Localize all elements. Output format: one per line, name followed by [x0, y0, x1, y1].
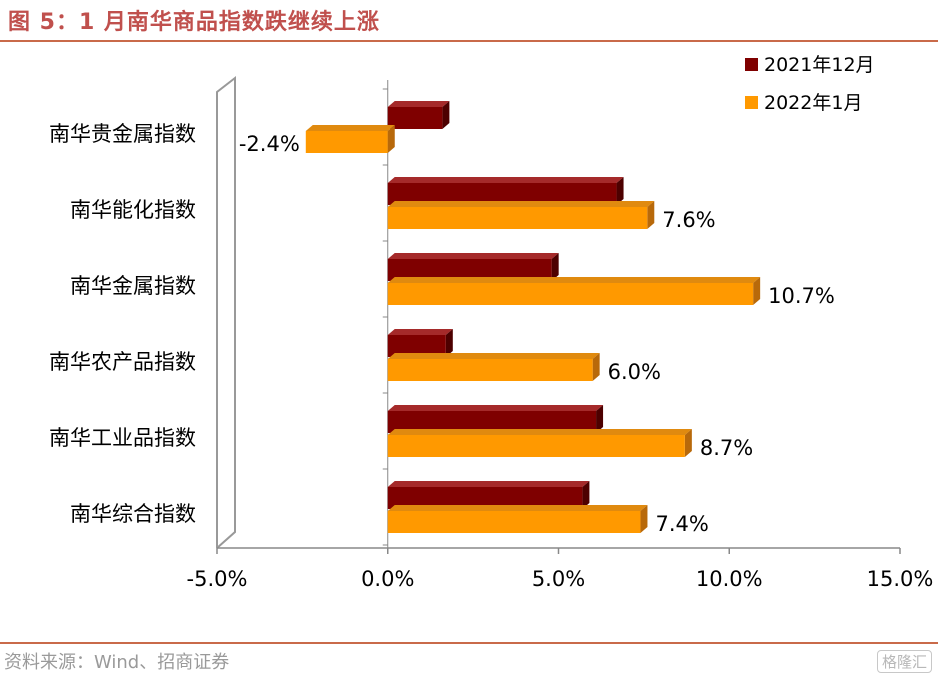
bar-2022-01: [387, 429, 692, 457]
bar-top-face: [387, 201, 655, 207]
data-label: 8.7%: [700, 436, 753, 460]
source-note: 资料来源：Wind、招商证券: [4, 652, 230, 673]
footer-divider: [0, 642, 938, 644]
left-wall: [216, 75, 236, 549]
bar-front-face: [387, 335, 446, 357]
bar-front-face: [387, 183, 617, 205]
bar-side-face: [753, 277, 761, 305]
category-label: 南华能化指数: [70, 198, 196, 222]
bar-front-face: [387, 207, 648, 229]
bar-side-face: [616, 177, 624, 205]
bar-side-face: [592, 353, 600, 381]
bar-front-face: [305, 131, 388, 153]
bar-2021-12: [387, 253, 559, 281]
legend-label: 2021年12月: [764, 54, 875, 76]
bar-side-face: [387, 125, 395, 153]
bar-front-face: [387, 511, 641, 533]
bar-2022-01: [387, 277, 761, 305]
bar-2022-01: [305, 125, 395, 153]
bar-side-face: [445, 329, 453, 357]
bar-2021-12: [387, 177, 624, 205]
bar-2022-01: [387, 353, 600, 381]
bar-side-face: [582, 481, 590, 509]
bar-front-face: [387, 435, 685, 457]
legend-label: 2022年1月: [764, 92, 862, 114]
bar-side-face: [442, 101, 450, 129]
data-labels: -2.4% 7.6% 10.7% 6.0% 8.7% 7.4%: [239, 132, 835, 536]
bar-top-face: [387, 253, 559, 259]
data-label: 7.4%: [655, 512, 708, 536]
legend-swatch: [745, 58, 758, 71]
bar-top-face: [387, 505, 648, 511]
bar-side-face: [684, 429, 692, 457]
x-tick-label: -5.0%: [187, 567, 248, 591]
x-tick-label: 10.0%: [696, 567, 763, 591]
bar-side-face: [596, 405, 604, 433]
bar-2021-12: [387, 329, 453, 357]
data-label: 7.6%: [662, 208, 715, 232]
data-label: 10.7%: [768, 284, 835, 308]
bar-front-face: [387, 107, 443, 129]
data-label: -2.4%: [239, 132, 300, 156]
bar-top-face: [387, 101, 450, 107]
legend: 2021年12月 2022年1月: [745, 54, 875, 114]
bar-top-face: [387, 177, 624, 183]
bar-front-face: [387, 259, 552, 281]
bar-2022-01: [387, 505, 648, 533]
bar-side-face: [647, 201, 655, 229]
figure-title: 图 5：1 月南华商品指数跌继续上涨: [8, 10, 380, 35]
category-label: 南华贵金属指数: [49, 122, 196, 146]
bar-front-face: [387, 411, 597, 433]
watermark-logo: 格隆汇: [876, 650, 932, 673]
category-label: 南华金属指数: [70, 274, 196, 298]
bar-top-face: [305, 125, 395, 131]
x-axis: -5.0% 0.0% 5.0% 10.0% 15.0%: [187, 548, 934, 591]
bar-top-face: [387, 353, 600, 359]
x-tick-label: 5.0%: [532, 567, 585, 591]
category-label: 南华综合指数: [70, 502, 196, 526]
bar-top-face: [387, 481, 590, 487]
title-divider: [0, 40, 938, 42]
bar-top-face: [387, 405, 604, 411]
bar-top-face: [387, 277, 761, 283]
bar-side-face: [551, 253, 559, 281]
category-label: 南华工业品指数: [49, 426, 196, 450]
data-label: 6.0%: [608, 360, 661, 384]
legend-swatch: [745, 96, 758, 109]
bar-top-face: [387, 429, 692, 435]
category-label: 南华农产品指数: [49, 350, 196, 374]
bar-2021-12: [387, 101, 450, 129]
bar-chart: -5.0% 0.0% 5.0% 10.0% 15.0% 南华贵金属指数南华能化指数南华金…: [49, 54, 934, 591]
bar-front-face: [387, 359, 593, 381]
bar-front-face: [387, 487, 583, 509]
x-tick-label: 15.0%: [867, 567, 934, 591]
bar-front-face: [387, 283, 754, 305]
x-tick-label: 0.0%: [361, 567, 414, 591]
bars: [305, 101, 761, 533]
bar-side-face: [640, 505, 648, 533]
bar-2021-12: [387, 481, 590, 509]
bar-2021-12: [387, 405, 604, 433]
bar-top-face: [387, 329, 453, 335]
bar-2022-01: [387, 201, 655, 229]
